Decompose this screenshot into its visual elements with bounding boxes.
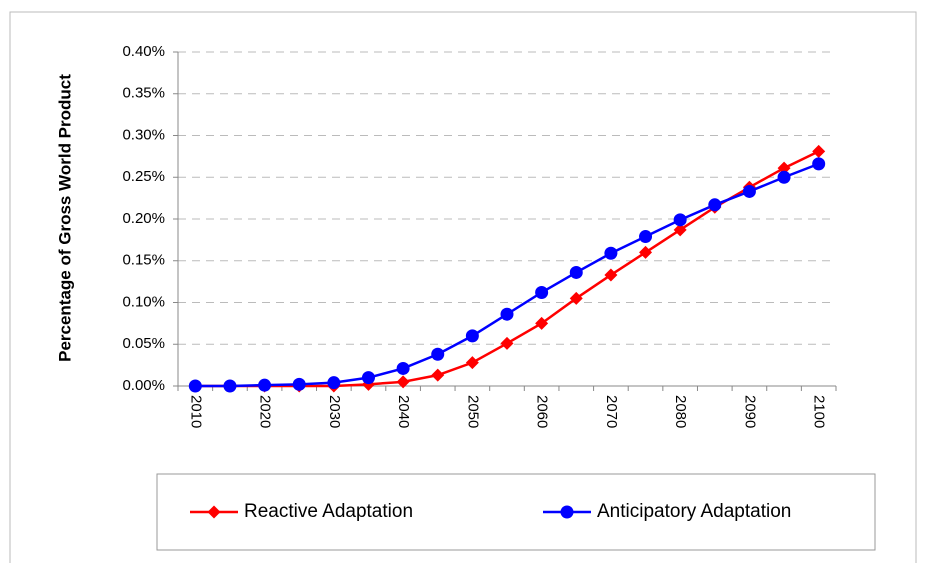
x-tick-label: 2090 [741, 395, 758, 428]
data-point [777, 161, 791, 175]
legend-box [156, 473, 876, 551]
series-line [195, 150, 820, 388]
data-point [569, 291, 583, 305]
data-point [327, 376, 341, 390]
x-tick-label: 2080 [672, 395, 689, 428]
data-point [292, 377, 306, 391]
data-point [396, 361, 410, 375]
data-point [742, 184, 756, 198]
x-tick-label: 2060 [534, 395, 551, 428]
data-point [673, 223, 687, 237]
y-tick-label: 0.00% [122, 377, 165, 394]
data-point [708, 198, 722, 212]
legend-marker [560, 505, 574, 519]
data-point [639, 245, 653, 259]
data-point [673, 213, 687, 227]
data-point [431, 368, 445, 382]
y-axis-title: Percentage of Gross World Product [55, 74, 74, 362]
chart-border [9, 11, 917, 563]
data-point [431, 347, 445, 361]
x-tick-label: 2070 [603, 395, 620, 428]
y-tick-label: 0.15% [122, 252, 165, 269]
y-tick-label: 0.40% [122, 43, 165, 60]
y-tick-label: 0.20% [122, 210, 165, 227]
x-tick-label: 2030 [326, 395, 343, 428]
data-point [465, 356, 479, 370]
series-line [195, 162, 820, 388]
data-point [535, 285, 549, 299]
data-point [812, 157, 826, 171]
y-tick-label: 0.05% [122, 335, 165, 352]
data-point [812, 144, 826, 158]
legend-marker [207, 505, 221, 519]
x-tick-label: 2040 [395, 395, 412, 428]
data-point [604, 246, 618, 260]
data-point [465, 329, 479, 343]
y-tick-label: 0.35% [122, 85, 165, 102]
y-tick-label: 0.10% [122, 293, 165, 310]
data-point [500, 336, 514, 350]
x-tick-label: 2020 [257, 395, 274, 428]
x-tick-label: 2010 [187, 395, 204, 428]
legend-label: Reactive Adaptation [244, 501, 413, 522]
data-point [639, 230, 653, 244]
data-point [188, 379, 202, 393]
data-point [569, 265, 583, 279]
data-point [361, 371, 375, 385]
data-point [777, 170, 791, 184]
data-point [535, 316, 549, 330]
data-point [223, 379, 237, 393]
data-point [258, 378, 272, 392]
data-point [604, 268, 618, 282]
data-point [396, 375, 410, 389]
y-tick-label: 0.30% [122, 126, 165, 143]
y-tick-label: 0.25% [122, 168, 165, 185]
legend-label: Anticipatory Adaptation [597, 501, 791, 522]
x-tick-label: 2100 [811, 395, 828, 428]
x-tick-label: 2050 [464, 395, 481, 428]
data-point [500, 307, 514, 321]
